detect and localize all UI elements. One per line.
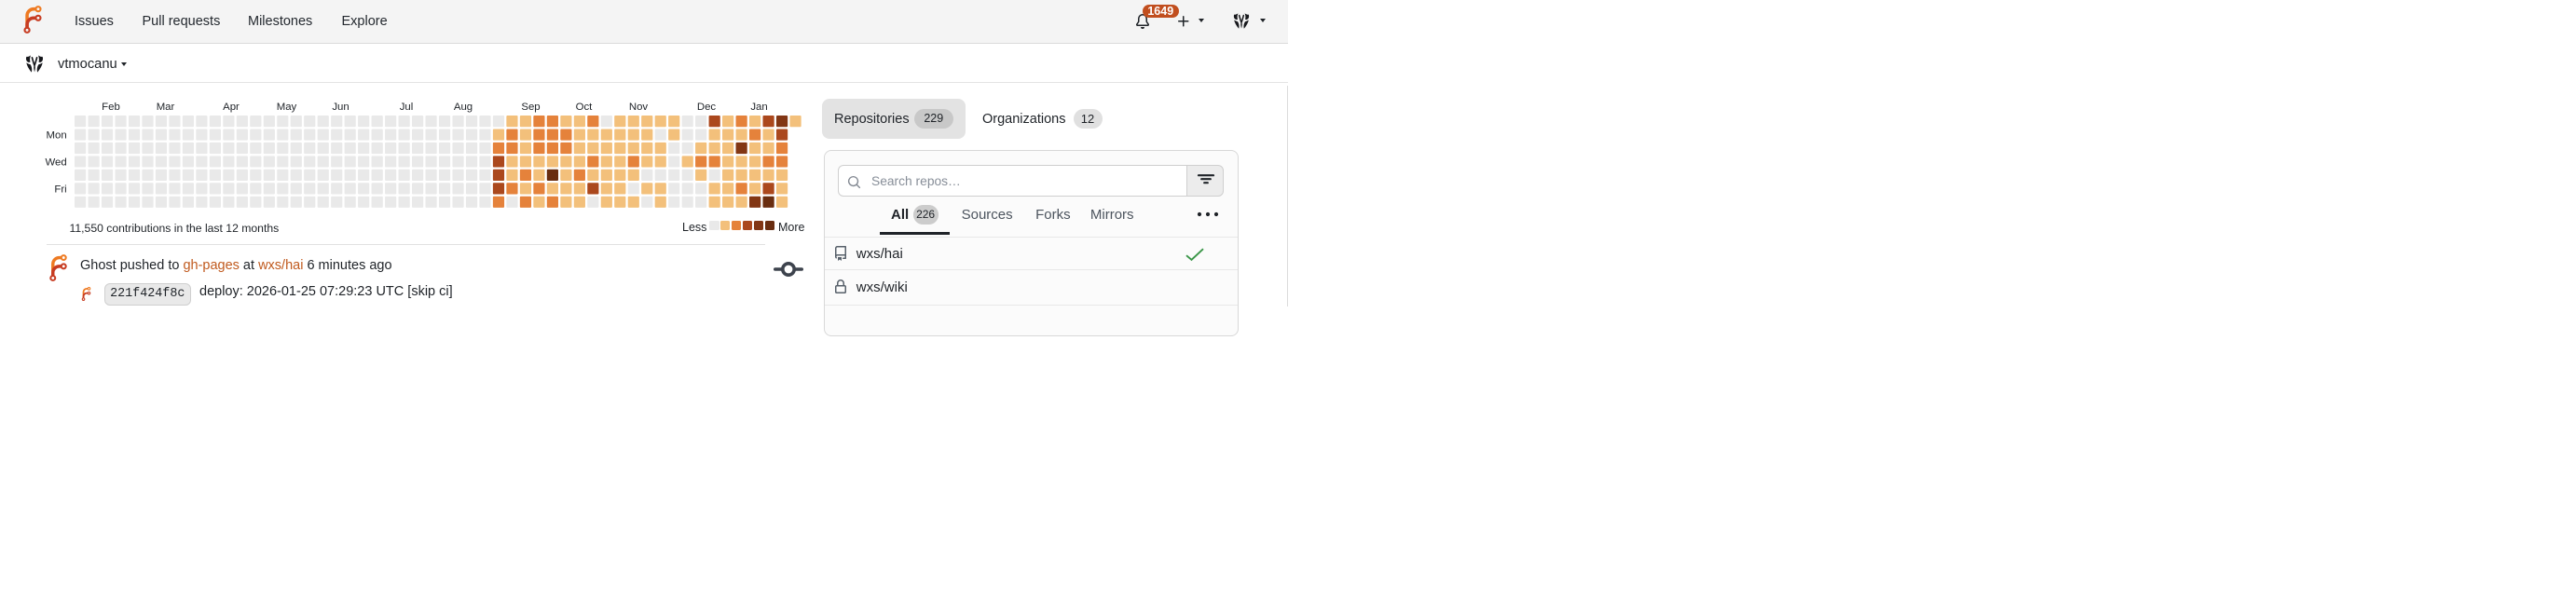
svg-text:Jun: Jun — [332, 102, 349, 113]
svg-text:Mar: Mar — [157, 102, 175, 113]
svg-text:Feb: Feb — [102, 102, 120, 113]
svg-text:Apr: Apr — [223, 102, 240, 113]
svg-text:Jan: Jan — [750, 102, 767, 113]
svg-text:Nov: Nov — [629, 102, 649, 113]
svg-text:Mon: Mon — [47, 130, 67, 142]
svg-text:Sep: Sep — [521, 102, 540, 113]
svg-text:May: May — [277, 102, 297, 113]
svg-text:Wed: Wed — [45, 157, 66, 168]
svg-text:Fri: Fri — [54, 184, 66, 195]
svg-text:Jul: Jul — [400, 102, 414, 113]
svg-text:Oct: Oct — [576, 102, 594, 113]
svg-text:Aug: Aug — [454, 102, 473, 113]
svg-text:Dec: Dec — [697, 102, 717, 113]
